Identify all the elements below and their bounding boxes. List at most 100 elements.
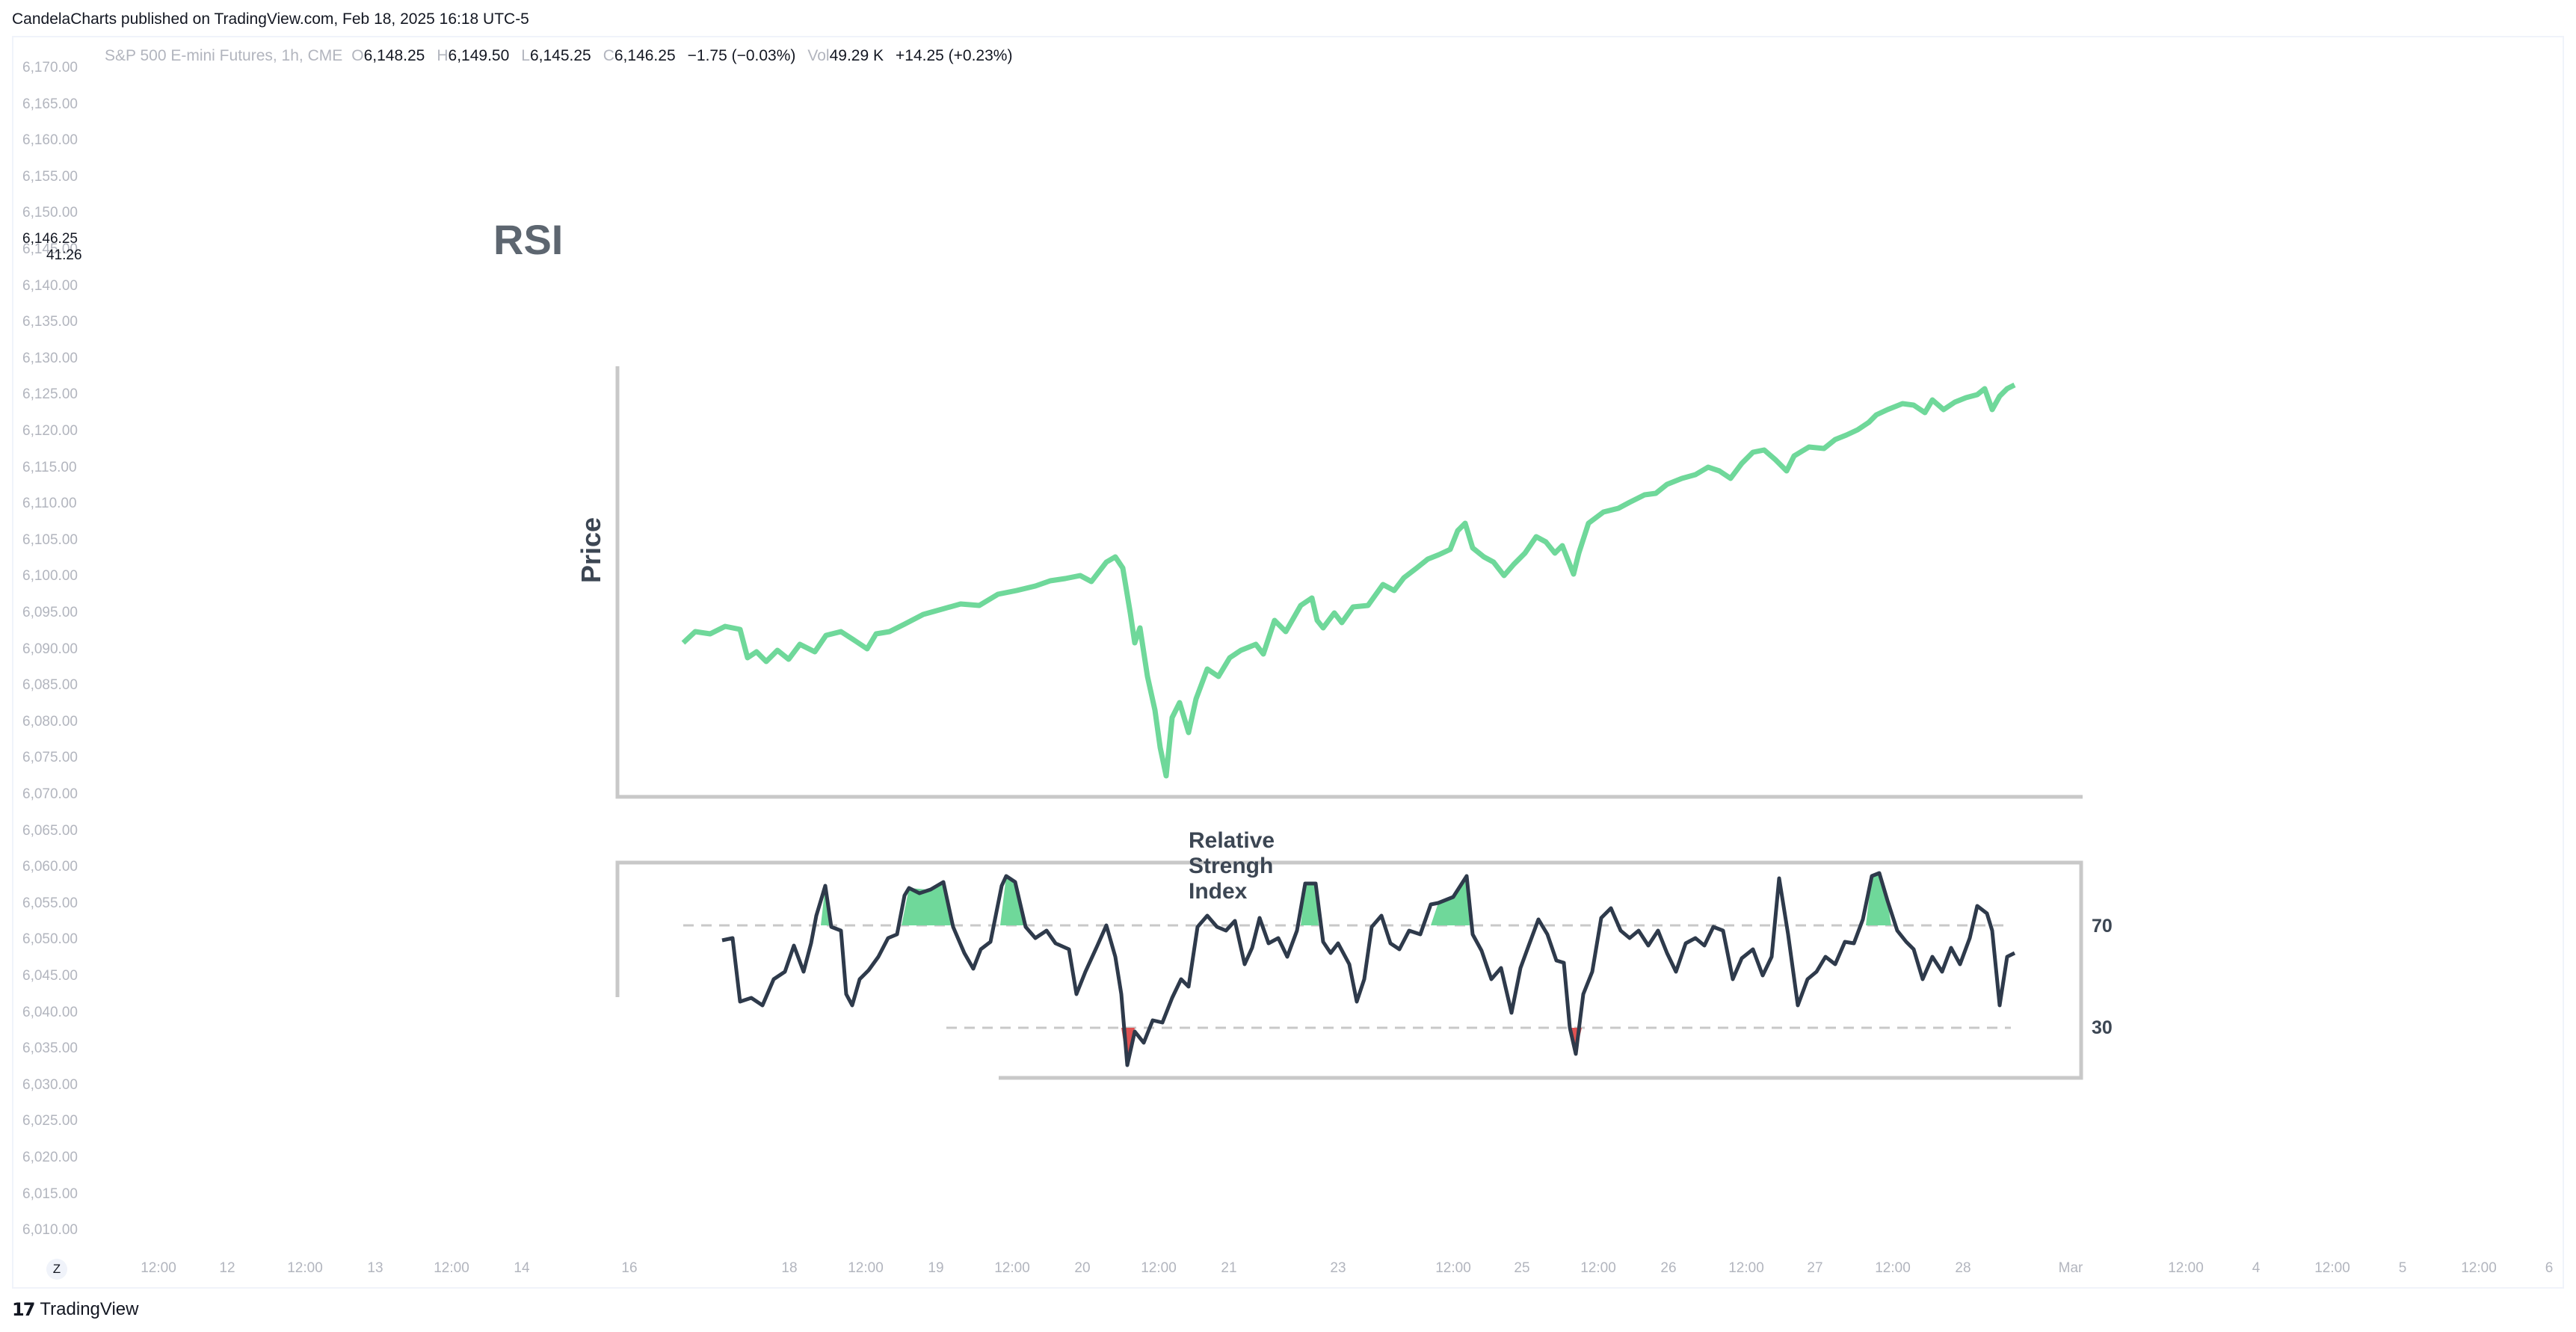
change-value: −1.75 (−0.03%) [687, 47, 796, 64]
price-tick-label: 6,015.00 [22, 1185, 78, 1202]
price-tick-label: 6,105.00 [22, 531, 78, 548]
price-tick-label: 6,095.00 [22, 605, 78, 620]
time-tick-label: 12:00 [2461, 1260, 2497, 1276]
rsi-panel-frame [615, 860, 2083, 1080]
symbol-legend: S&P 500 E-mini Futures, 1h, CME O 6,148.2… [105, 47, 1024, 65]
time-tick-label: 12:00 [1875, 1260, 1911, 1276]
time-tick-label: 27 [1807, 1260, 1823, 1276]
current-price-label: 6,146.25 [22, 231, 78, 247]
price-tick-label: 6,020.00 [22, 1150, 78, 1165]
price-tick-label: 6,070.00 [22, 786, 78, 802]
price-tick-label: 6,050.00 [22, 931, 78, 948]
time-tick-label: 25 [1514, 1260, 1530, 1276]
high-value: 6,149.50 [448, 47, 510, 64]
time-tick-label: 12:00 [2168, 1260, 2204, 1276]
time-tick-label: 12:00 [1435, 1260, 1471, 1276]
time-tick-label: 28 [1955, 1260, 1971, 1276]
time-tick-label: 12 [219, 1260, 235, 1276]
zoom-reset-button[interactable]: Z [46, 1259, 67, 1280]
price-tick-label: 6,135.00 [22, 314, 78, 330]
tradingview-logo[interactable]: 17 TradingView [12, 1299, 138, 1320]
price-tick-label: 6,140.00 [22, 277, 78, 294]
low-label: L [521, 47, 530, 64]
publish-header: CandelaCharts published on TradingView.c… [12, 10, 529, 28]
price-tick-label: 6,035.00 [22, 1040, 78, 1057]
price-tick-label: 6,170.00 [22, 60, 78, 75]
rsi-level-30-label: 30 [2092, 1017, 2113, 1038]
time-tick-label: 21 [1221, 1260, 1237, 1276]
price-tick-label: 6,040.00 [22, 1004, 78, 1020]
open-value: 6,148.25 [363, 47, 425, 64]
low-value: 6,145.25 [529, 47, 591, 64]
volume-value: 49.29 K [829, 47, 884, 64]
time-tick-label: 12:00 [1728, 1260, 1764, 1276]
time-tick-label: 5 [2398, 1260, 2407, 1276]
time-tick-label: 12:00 [287, 1260, 323, 1276]
price-line [681, 382, 2016, 779]
time-tick-label: 12:00 [848, 1260, 884, 1276]
rsi-line [721, 871, 2016, 1067]
high-label: H [437, 47, 449, 64]
price-tick-label: 6,010.00 [22, 1222, 78, 1239]
time-tick-label: 26 [1660, 1260, 1677, 1276]
overbought-fill [902, 884, 951, 925]
time-tick-label: 12:00 [1141, 1260, 1177, 1276]
price-tick-label: 6,120.00 [22, 423, 78, 439]
chart-area[interactable] [12, 36, 2564, 1289]
price-tick-label: 6,065.00 [22, 822, 78, 839]
close-value: 6,146.25 [614, 47, 676, 64]
volume-label: Vol [807, 47, 830, 64]
price-tick-label: 6,075.00 [22, 750, 78, 766]
overbought-fill [1000, 876, 1026, 925]
price-tick-label: 6,160.00 [22, 132, 78, 149]
price-axis[interactable]: 6,170.00 6,165.00 6,160.00 6,155.00 6,150.00… [22, 0, 97, 1271]
time-tick-label: 14 [514, 1260, 530, 1276]
price-tick-label: 6,115.00 [22, 459, 77, 475]
time-tick-label: 6 [2545, 1260, 2554, 1276]
overbought-fill [1866, 873, 1891, 925]
time-tick-label: 18 [781, 1260, 798, 1276]
symbol-title[interactable]: S&P 500 E-mini Futures, 1h, CME [105, 47, 343, 64]
price-panel-axis [615, 366, 2083, 799]
price-tick-label: 6,155.00 [22, 168, 78, 185]
price-tick-label: 6,165.00 [22, 96, 78, 112]
tradingview-wordmark: TradingView [40, 1299, 139, 1319]
price-tick-label: 6,145.00 [22, 241, 78, 257]
price-tick-label: 6,045.00 [22, 968, 78, 984]
time-tick-label: 13 [367, 1260, 383, 1276]
time-tick-label: 20 [1074, 1260, 1091, 1276]
price-axis-title: Price [576, 517, 606, 583]
time-tick-label: 12:00 [141, 1260, 176, 1276]
price-tick-label: 6,130.00 [22, 350, 78, 366]
bar-countdown: 41:26 [46, 247, 82, 263]
time-tick-label: 12:00 [1580, 1260, 1616, 1276]
price-tick-label: 6,110.00 [22, 496, 77, 512]
open-label: O [351, 47, 364, 64]
price-tick-label: 6,060.00 [22, 859, 78, 875]
close-label: C [603, 47, 614, 64]
price-tick-label: 6,030.00 [22, 1076, 78, 1093]
time-tick-label: 23 [1330, 1260, 1346, 1276]
price-tick-label: 6,080.00 [22, 713, 78, 730]
time-tick-label: 19 [928, 1260, 944, 1276]
rsi-level-70-label: 70 [2092, 916, 2113, 937]
price-tick-label: 6,085.00 [22, 677, 78, 694]
tradingview-logo-icon: 17 [12, 1299, 35, 1320]
time-axis[interactable]: 12:00 12 12:00 13 12:00 14 16 18 12:00 19 12:00 20 1… [0, 1260, 2576, 1283]
time-tick-label: Mar [2058, 1260, 2083, 1276]
volume-change-value: +14.25 (+0.23%) [896, 47, 1013, 64]
illustration-title: RSI [493, 216, 564, 263]
price-tick-label: 6,090.00 [22, 641, 78, 657]
price-tick-label: 6,055.00 [22, 895, 78, 911]
price-tick-label: 6,150.00 [22, 205, 78, 221]
time-tick-label: 4 [2252, 1260, 2261, 1276]
price-tick-label: 6,100.00 [22, 568, 78, 585]
time-tick-label: 12:00 [2314, 1260, 2350, 1276]
time-tick-label: 12:00 [994, 1260, 1030, 1276]
price-tick-label: 6,125.00 [22, 386, 78, 403]
rsi-panel-title: Relative Strengh Index [1189, 828, 1275, 904]
time-tick-label: 12:00 [434, 1260, 469, 1276]
price-tick-label: 6,025.00 [22, 1113, 78, 1129]
time-tick-label: 16 [621, 1260, 638, 1276]
